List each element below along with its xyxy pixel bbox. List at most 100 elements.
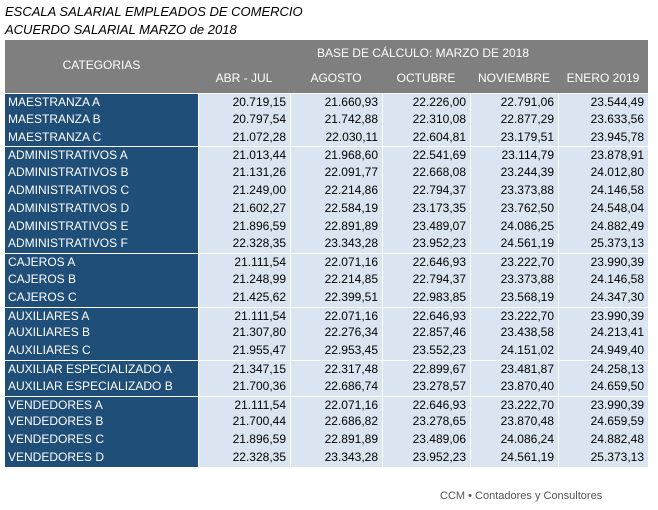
value-cell: 23.438,58 [470, 324, 558, 343]
value-cell: 22.030,11 [290, 128, 382, 147]
value-cell: 23.990,39 [558, 395, 648, 414]
value-cell: 21.111,54 [198, 253, 290, 271]
value-cell: 23.222,70 [470, 253, 558, 271]
column-header: AGOSTO [290, 66, 382, 93]
value-cell: 21.700,36 [198, 377, 290, 396]
value-cell: 22.584,19 [290, 199, 382, 218]
value-cell: 24.548,04 [558, 199, 648, 218]
value-cell: 23.952,23 [382, 235, 470, 254]
category-cell: CAJEROS B [5, 271, 198, 289]
value-cell: 24.882,49 [558, 217, 648, 236]
value-cell: 24.258,13 [558, 360, 648, 378]
value-cell: 22.071,16 [290, 395, 382, 414]
value-cell: 24.882,48 [558, 431, 648, 449]
value-cell: 22.276,34 [290, 324, 382, 343]
value-cell: 21.602,27 [198, 199, 290, 218]
value-cell: 22.214,86 [290, 182, 382, 200]
value-cell: 24.146,58 [558, 271, 648, 289]
value-cell: 24.659,50 [558, 377, 648, 396]
category-cell: MAESTRANZA B [5, 110, 198, 129]
value-cell: 22.541,69 [382, 146, 470, 165]
value-cell: 23.244,39 [470, 164, 558, 182]
value-cell: 23.633,56 [558, 110, 648, 129]
column-header: NOVIEMBRE [470, 66, 558, 93]
category-cell: VENDEDORES C [5, 431, 198, 449]
value-cell: 24.659,59 [558, 413, 648, 432]
value-cell: 21.307,80 [198, 324, 290, 343]
value-cell: 23.343,28 [290, 449, 382, 467]
value-cell: 22.794,37 [382, 271, 470, 289]
value-cell: 21.955,47 [198, 342, 290, 360]
value-cell: 22.399,51 [290, 288, 382, 307]
value-cell: 23.343,28 [290, 235, 382, 254]
value-cell: 21.347,15 [198, 360, 290, 378]
category-cell: VENDEDORES D [5, 449, 198, 467]
base-header: BASE DE CÁLCULO: MARZO DE 2018 [198, 40, 648, 66]
value-cell: 23.114,79 [470, 146, 558, 165]
value-cell: 21.248,99 [198, 271, 290, 289]
value-cell: 21.111,54 [198, 306, 290, 325]
category-cell: ADMINISTRATIVOS E [5, 217, 198, 236]
value-cell: 21.425,62 [198, 288, 290, 307]
value-cell: 22.891,89 [290, 217, 382, 236]
value-cell: 23.222,70 [470, 395, 558, 414]
value-cell: 23.878,91 [558, 146, 648, 165]
value-cell: 23.222,70 [470, 306, 558, 325]
value-cell: 24.151,02 [470, 342, 558, 360]
value-cell: 24.086,25 [470, 217, 558, 236]
value-cell: 22.328,35 [198, 235, 290, 254]
value-cell: 23.481,87 [470, 360, 558, 378]
value-cell: 21.896,59 [198, 431, 290, 449]
value-cell: 22.668,08 [382, 164, 470, 182]
value-cell: 24.949,40 [558, 342, 648, 360]
value-cell: 21.131,26 [198, 164, 290, 182]
category-cell: ADMINISTRATIVOS C [5, 182, 198, 200]
category-cell: ADMINISTRATIVOS B [5, 164, 198, 182]
value-cell: 23.489,06 [382, 431, 470, 449]
category-cell: VENDEDORES A [5, 395, 198, 414]
value-cell: 22.604,81 [382, 128, 470, 147]
footer: CCM • Contadores y Consultores [440, 490, 603, 502]
category-cell: ADMINISTRATIVOS D [5, 199, 198, 218]
value-cell: 22.328,35 [198, 449, 290, 467]
value-cell: 20.719,15 [198, 93, 290, 111]
category-cell: ADMINISTRATIVOS F [5, 235, 198, 254]
value-cell: 23.373,88 [470, 271, 558, 289]
title: ESCALA SALARIAL EMPLEADOS DE COMERCIO [5, 4, 303, 19]
value-cell: 22.857,46 [382, 324, 470, 343]
value-cell: 22.983,85 [382, 288, 470, 307]
value-cell: 23.373,88 [470, 182, 558, 200]
value-cell: 21.896,59 [198, 217, 290, 236]
value-cell: 21.700,44 [198, 413, 290, 432]
value-cell: 23.945,78 [558, 128, 648, 147]
value-cell: 22.686,82 [290, 413, 382, 432]
value-cell: 25.373,13 [558, 235, 648, 254]
value-cell: 24.086,24 [470, 431, 558, 449]
value-cell: 22.953,45 [290, 342, 382, 360]
category-cell: AUXILIARES B [5, 324, 198, 343]
category-cell: AUXILIARES A [5, 306, 198, 325]
value-cell: 21.111,54 [198, 395, 290, 414]
subtitle: ACUERDO SALARIAL MARZO de 2018 [5, 22, 237, 37]
category-cell: AUXILIARES C [5, 342, 198, 360]
value-cell: 21.660,93 [290, 93, 382, 111]
category-header: CATEGORIAS [5, 40, 198, 93]
category-cell: MAESTRANZA A [5, 93, 198, 111]
value-cell: 23.990,39 [558, 306, 648, 325]
value-cell: 22.646,93 [382, 395, 470, 414]
column-header: ABR - JUL [198, 66, 290, 93]
value-cell: 22.091,77 [290, 164, 382, 182]
value-cell: 23.278,57 [382, 377, 470, 396]
value-cell: 22.071,16 [290, 253, 382, 271]
value-cell: 23.179,51 [470, 128, 558, 147]
value-cell: 21.742,88 [290, 110, 382, 129]
value-cell: 23.870,40 [470, 377, 558, 396]
category-cell: MAESTRANZA C [5, 128, 198, 147]
value-cell: 21.013,44 [198, 146, 290, 165]
value-cell: 22.877,29 [470, 110, 558, 129]
value-cell: 23.568,19 [470, 288, 558, 307]
value-cell: 23.173,35 [382, 199, 470, 218]
value-cell: 20.797,54 [198, 110, 290, 129]
value-cell: 23.544,49 [558, 93, 648, 111]
value-cell: 22.317,48 [290, 360, 382, 378]
